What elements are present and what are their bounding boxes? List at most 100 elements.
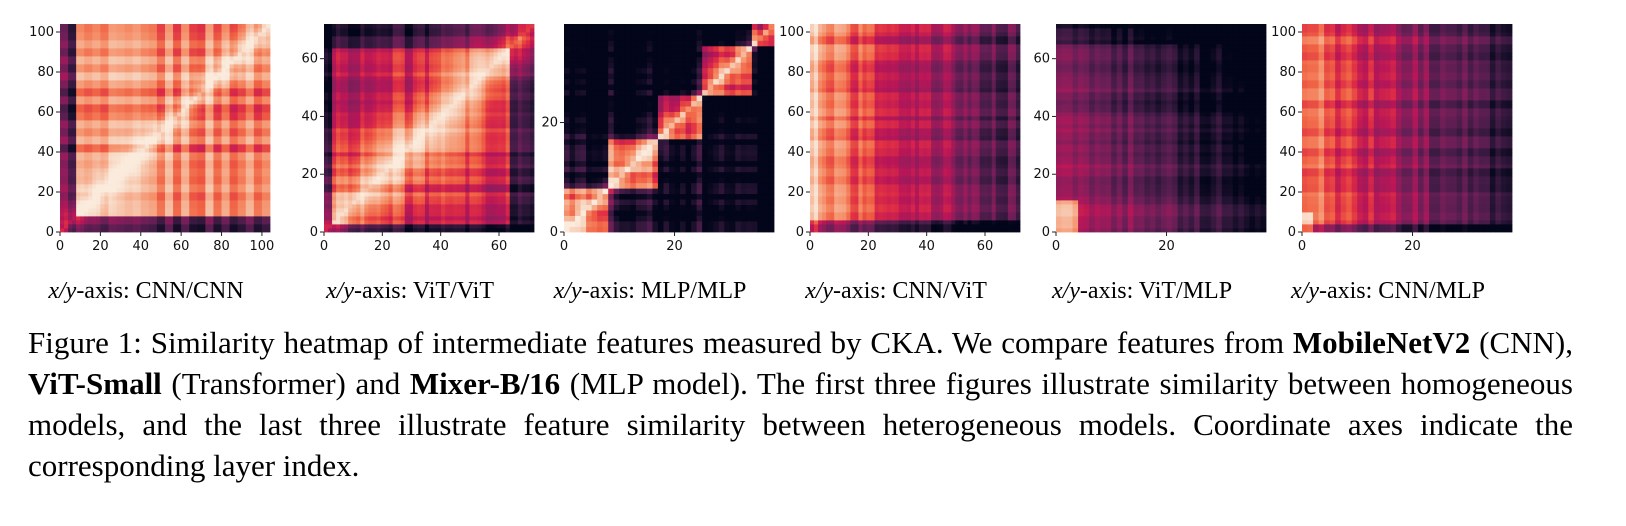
heatmap-cell	[189, 200, 194, 205]
heatmap-cell	[84, 72, 89, 77]
heatmap-cell	[433, 24, 438, 29]
heatmap-cell	[324, 128, 329, 133]
heatmap-cell	[148, 184, 154, 189]
heatmap-cell	[364, 156, 369, 161]
heatmap-cell	[112, 36, 117, 41]
heatmap-cell	[372, 184, 377, 189]
heatmap-cell	[84, 76, 89, 81]
heatmap-cell	[128, 204, 134, 209]
heatmap-cell	[332, 52, 337, 57]
heatmap-cell	[177, 100, 182, 105]
heatmap-cell	[348, 156, 353, 161]
heatmap-cell	[209, 24, 214, 29]
heatmap-cell	[408, 216, 414, 221]
heatmap-cell	[388, 88, 394, 93]
heatmap-cell	[132, 48, 138, 53]
heatmap-cell	[64, 88, 69, 93]
heatmap-cell	[116, 160, 121, 165]
heatmap-cell	[416, 48, 422, 53]
heatmap-cell	[160, 124, 166, 129]
heatmap-cell	[225, 176, 231, 181]
heatmap-cell	[457, 160, 462, 165]
heatmap-cell	[445, 112, 450, 117]
heatmap-cell	[241, 136, 247, 141]
heatmap-cell	[225, 136, 231, 141]
heatmap-cell	[112, 56, 117, 61]
heatmap-cell	[120, 148, 126, 153]
heatmap-cell	[392, 24, 398, 29]
heatmap-cell	[148, 52, 154, 57]
heatmap-cell	[84, 216, 89, 221]
heatmap-cell	[205, 44, 210, 49]
heatmap-cell	[445, 144, 450, 149]
heatmap-cell	[156, 188, 162, 193]
heatmap-cell	[324, 108, 329, 113]
heatmap-cell	[60, 120, 65, 125]
heatmap-cell	[88, 76, 93, 81]
heatmap-cell	[485, 184, 490, 189]
heatmap-cell	[128, 176, 134, 181]
heatmap-cell	[197, 200, 202, 205]
heatmap-cell	[156, 60, 162, 65]
heatmap-cell	[237, 176, 243, 181]
heatmap-cell	[169, 76, 174, 81]
heatmap-cell	[404, 48, 410, 53]
heatmap-cell	[72, 216, 77, 221]
heatmap-cell	[437, 216, 442, 221]
heatmap-cell	[225, 212, 231, 217]
heatmap-cell	[132, 120, 138, 125]
heatmap-cell	[249, 32, 255, 37]
heatmap-cell	[461, 80, 466, 85]
heatmap-cell	[76, 132, 81, 137]
heatmap-cell	[453, 196, 458, 201]
heatmap-cell	[332, 152, 337, 157]
heatmap-cell	[197, 48, 202, 53]
heatmap-cell	[340, 108, 345, 113]
heatmap-cell	[92, 84, 97, 89]
heatmap-cell	[92, 196, 97, 201]
heatmap-cell	[493, 228, 499, 233]
heatmap-cell	[356, 164, 361, 169]
heatmap-cell	[80, 128, 85, 133]
heatmap-cell	[380, 192, 385, 197]
heatmap-cell	[165, 112, 170, 117]
heatmap-cell	[100, 24, 105, 29]
heatmap-cell	[340, 44, 345, 49]
heatmap-cell	[104, 36, 109, 41]
heatmap-cell	[461, 52, 466, 57]
heatmap-cell	[420, 184, 426, 189]
heatmap-cell	[120, 100, 126, 105]
heatmap-cell	[348, 140, 353, 145]
heatmap-cell	[449, 40, 454, 45]
heatmap-cell	[197, 184, 202, 189]
heatmap-cell	[165, 116, 170, 121]
heatmap-cell	[429, 192, 434, 197]
heatmap-cell	[481, 40, 486, 45]
heatmap-cell	[249, 188, 255, 193]
heatmap-cell	[156, 132, 162, 137]
heatmap-cell	[437, 144, 442, 149]
heatmap-cell	[392, 28, 398, 33]
heatmap-cell	[493, 148, 499, 153]
heatmap-cell	[92, 148, 97, 153]
heatmap-cell	[372, 44, 377, 49]
heatmap-cell	[384, 44, 390, 49]
heatmap-cell	[376, 64, 381, 69]
heatmap-cell	[185, 48, 190, 53]
heatmap-cell	[108, 64, 113, 69]
heatmap-cell	[253, 64, 259, 69]
heatmap-cell	[364, 136, 369, 141]
heatmap-cell	[336, 148, 341, 153]
heatmap-cell	[376, 96, 381, 101]
heatmap-cell	[348, 108, 353, 113]
heatmap-cell	[225, 164, 231, 169]
heatmap-cell	[193, 100, 198, 105]
heatmap-cell	[64, 56, 69, 61]
heatmap-cell	[324, 76, 329, 81]
heatmap-cell	[116, 76, 121, 81]
heatmap-cell	[489, 52, 495, 57]
heatmap-cell	[429, 212, 434, 217]
heatmap-cell	[132, 124, 138, 129]
heatmap-cell	[124, 124, 130, 129]
heatmap-cell	[388, 200, 394, 205]
